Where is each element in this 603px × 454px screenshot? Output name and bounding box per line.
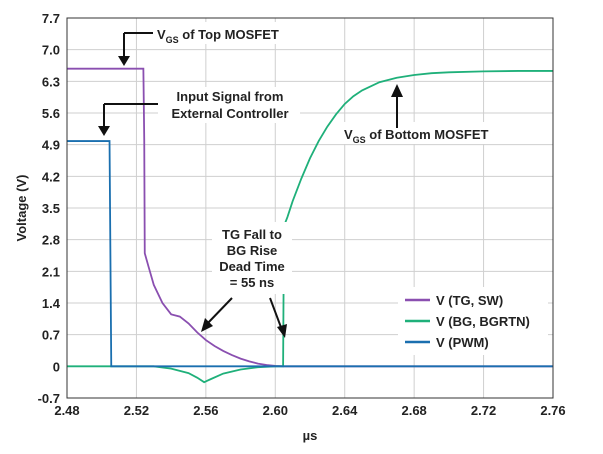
series-line-tg-sw [67,67,553,368]
annotation-arrowhead-bottom [391,84,403,97]
y-tick-label: 3.5 [42,201,60,216]
x-tick-label: 2.56 [193,403,218,418]
y-tick-label: 4.9 [42,138,60,153]
y-tick-label: 5.6 [42,106,60,121]
x-tick-label: 2.48 [54,403,79,418]
x-tick-label: 2.64 [332,403,358,418]
annotation-vgs-bottom: VGS of Bottom MOSFET [344,127,489,145]
plot-frame [66,17,554,399]
annotation-arrowhead-input [98,126,110,136]
y-tick-label: 0 [53,359,60,374]
annotations: VGS of Top MOSFET Input Signal from Exte… [98,22,511,338]
y-tick-label: 7.7 [42,11,60,26]
y-tick-label: 7.0 [42,43,60,58]
annotation-arrow-dead-right [269,297,283,331]
annotation-dead-line2: BG Rise [227,243,278,258]
annotation-arrowhead-dead-left [201,318,213,332]
y-tick-label: -0.7 [38,391,60,406]
annotation-arrow-dead-left [205,297,233,326]
annotation-arrowhead-dead-right [277,324,287,338]
y-tick-label: 2.1 [42,264,60,279]
x-tick-label: 2.60 [263,403,288,418]
y-tick-labels: -0.7 0 0.7 1.4 2.1 2.8 3.5 4.2 4.9 5.6 6.3 7.0 7.7 [38,11,61,406]
y-tick-label: 6.3 [42,74,60,89]
series-line-pwm [67,140,553,368]
legend-entry: V (PWM) [436,335,489,350]
y-tick-label: 1.4 [42,296,61,311]
x-tick-label: 2.72 [471,403,496,418]
annotation-vgs-top: VGS of Top MOSFET [157,27,279,45]
plot-area [67,67,553,384]
legend: V (TG, SW) V (BG, BGRTN) V (PWM) [398,287,548,355]
x-axis-title: µs [303,428,318,443]
y-axis-title: Voltage (V) [14,175,29,242]
y-tick-label: 4.2 [42,169,60,184]
annotation-dead-line1: TG Fall to [222,227,282,242]
x-tick-label: 2.76 [540,403,565,418]
legend-entry: V (TG, SW) [436,293,503,308]
x-tick-labels: 2.48 2.52 2.56 2.60 2.64 2.68 2.72 2.76 [54,403,565,418]
y-tick-label: 0.7 [42,328,60,343]
x-tick-label: 2.68 [401,403,426,418]
annotation-input-line1: Input Signal from [177,89,284,104]
annotation-dead-line4: = 55 ns [230,275,274,290]
series-line-bg-bgrtn [67,70,553,384]
x-tick-label: 2.52 [124,403,149,418]
y-tick-label: 2.8 [42,233,60,248]
annotation-input-line2: External Controller [171,106,288,121]
legend-entry: V (BG, BGRTN) [436,314,530,329]
annotation-arrowhead-top [118,56,130,66]
annotation-dead-line3: Dead Time [219,259,285,274]
